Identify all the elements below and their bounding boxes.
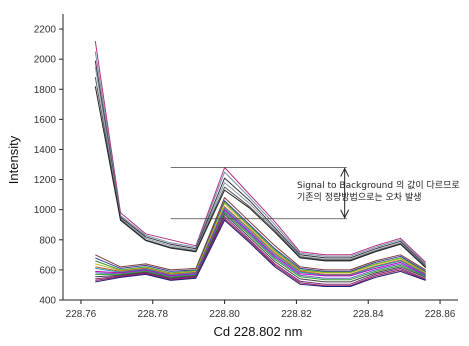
y-tick-label: 800 [39, 235, 56, 246]
series-line-2 [94, 51, 427, 265]
axis-layer [62, 14, 458, 301]
x-tick-label: 228.86 [425, 309, 456, 320]
x-tick-label: 228.76 [66, 309, 97, 320]
series-line-8 [95, 200, 426, 272]
x-tick-label: 228.84 [353, 309, 384, 320]
y-tick-label: 1000 [34, 205, 57, 216]
annotation-layer: Signal to Background 의 값이 다르므로 기존의 정량방법으… [170, 167, 460, 220]
annotation-arrow-down-icon [340, 209, 350, 219]
annotation-arrow-up-icon [340, 167, 350, 177]
series-line-11 [95, 206, 426, 275]
series-line-1 [94, 41, 427, 263]
y-tick-label: 600 [39, 265, 56, 276]
series-line-9 [95, 201, 426, 274]
x-axis-title: Cd 228.802 nm [214, 324, 303, 339]
series-line-7 [95, 197, 426, 271]
y-tick-label: 2200 [34, 25, 57, 36]
x-tick-label: 228.80 [209, 309, 240, 320]
series-line-14 [95, 210, 426, 279]
x-tick-label: 228.82 [281, 309, 312, 320]
y-tick-label: 1600 [34, 115, 57, 126]
series-line-3 [94, 60, 427, 266]
series-layer [94, 41, 427, 287]
y-axis-title: Intensity [6, 135, 21, 184]
y-tick-label: 1800 [34, 85, 57, 96]
y-tick-label: 1400 [34, 145, 57, 156]
annotation-line-2: 기존의 정량방법으로는 오차 발생 [297, 191, 422, 203]
series-line-19 [95, 219, 426, 287]
y-tick-label: 2000 [34, 55, 57, 66]
series-line-13 [95, 209, 426, 277]
series-line-16 [95, 213, 426, 283]
annotation-line-1: Signal to Background 의 값이 다르므로 [297, 179, 460, 191]
series-line-15 [95, 212, 426, 281]
y-tick-label: 1200 [34, 175, 57, 186]
series-line-10 [95, 203, 426, 275]
series-line-17 [95, 216, 426, 285]
tick-layer: 400 600 800 1000 1200 1400 1600 1800 2000 2200 228… [34, 25, 456, 320]
series-line-12 [95, 207, 426, 276]
series-line-4 [94, 66, 427, 267]
y-tick-label: 400 [39, 296, 56, 307]
x-tick-label: 228.78 [137, 309, 168, 320]
series-line-18 [95, 218, 426, 287]
series-line-6 [94, 86, 427, 268]
